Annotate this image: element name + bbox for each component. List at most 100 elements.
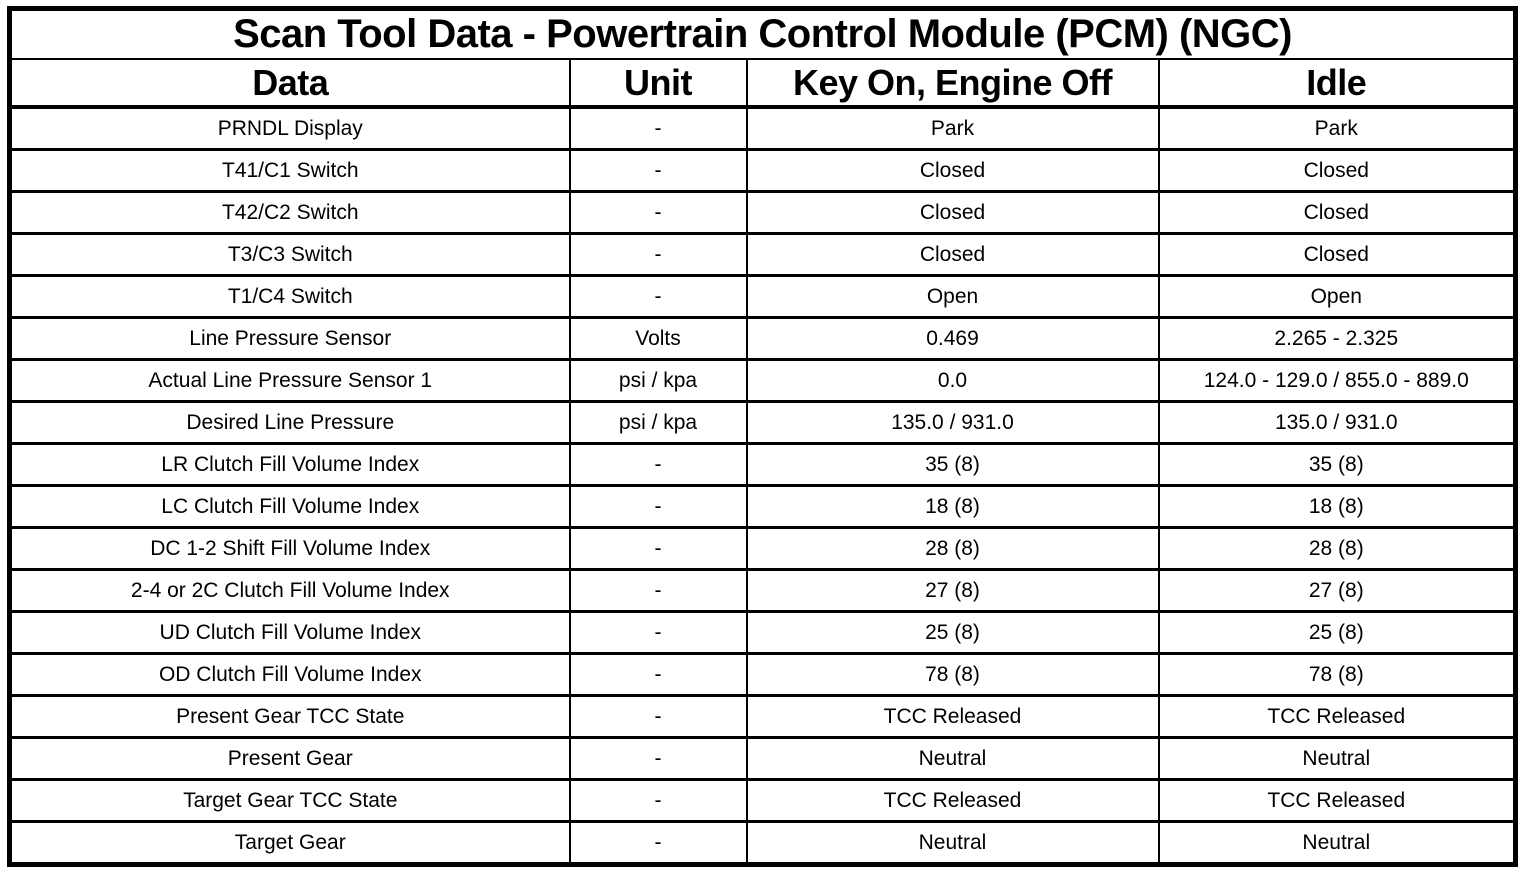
table-cell-data: LR Clutch Fill Volume Index (8, 442, 571, 487)
table-cell-key-on-engine-off: 28 (8) (745, 526, 1160, 571)
table-cell-idle: 28 (8) (1157, 526, 1517, 571)
table-cell-idle: 35 (8) (1157, 442, 1517, 487)
table-cell-unit: - (568, 778, 748, 823)
table-cell-key-on-engine-off: Closed (745, 190, 1160, 235)
table-cell-key-on-engine-off: 0.0 (745, 358, 1160, 403)
table-cell-data: Line Pressure Sensor (8, 316, 571, 361)
table-row: Desired Line Pressure psi / kpa 135.0 / 93… (8, 400, 1517, 445)
table-cell-data: UD Clutch Fill Volume Index (8, 610, 571, 655)
table-title: Scan Tool Data - Powertrain Control Modu… (9, 8, 1516, 60)
table-cell-unit: - (568, 274, 748, 319)
table-cell-idle: 78 (8) (1157, 652, 1517, 697)
table-cell-unit: - (568, 820, 748, 866)
table-cell-idle: 124.0 - 129.0 / 855.0 - 889.0 (1157, 358, 1517, 403)
table-cell-idle: TCC Released (1157, 778, 1517, 823)
table-row: Line Pressure Sensor Volts 0.469 2.265 - 2.… (8, 316, 1517, 361)
table-cell-idle: 25 (8) (1157, 610, 1517, 655)
column-header-idle: Idle (1157, 59, 1517, 109)
table-row: T1/C4 Switch - Open Open (8, 274, 1517, 319)
table-cell-idle: 27 (8) (1157, 568, 1517, 613)
table-cell-data: Target Gear (8, 820, 571, 866)
table-body: PRNDL Display - Park Park T41/C1 Switch - Clos… (8, 105, 1517, 866)
table-cell-idle: TCC Released (1157, 694, 1517, 739)
table-cell-data: Present Gear (8, 736, 571, 781)
table-title-row: Scan Tool Data - Powertrain Control Modu… (9, 8, 1516, 60)
table-cell-key-on-engine-off: 27 (8) (745, 568, 1160, 613)
column-header-unit: Unit (568, 59, 748, 109)
table-cell-key-on-engine-off: Neutral (745, 736, 1160, 781)
table-row: 2-4 or 2C Clutch Fill Volume Index -27 (8… (8, 568, 1517, 613)
table-cell-data: LC Clutch Fill Volume Index (8, 484, 571, 529)
table-cell-idle: Park (1157, 105, 1517, 151)
table-cell-key-on-engine-off: Neutral (745, 820, 1160, 866)
table-cell-data: PRNDL Display (8, 105, 571, 151)
table-cell-unit: - (568, 526, 748, 571)
table-cell-data: Desired Line Pressure (8, 400, 571, 445)
table-row: Present Gear TCC State - TCC Released TCC R… (8, 694, 1517, 739)
table-cell-key-on-engine-off: Closed (745, 148, 1160, 193)
table-cell-key-on-engine-off: Park (745, 105, 1160, 151)
table-cell-key-on-engine-off: 135.0 / 931.0 (745, 400, 1160, 445)
table-cell-data: OD Clutch Fill Volume Index (8, 652, 571, 697)
table-cell-data: T3/C3 Switch (8, 232, 571, 277)
table-cell-unit: - (568, 442, 748, 487)
table-cell-unit: - (568, 736, 748, 781)
table-cell-data: Present Gear TCC State (8, 694, 571, 739)
table-cell-data: Target Gear TCC State (8, 778, 571, 823)
table-row: UD Clutch Fill Volume Index -25 (8) 25 (8) (8, 610, 1517, 655)
table-row: Actual Line Pressure Sensor 1 psi / kpa 0.… (8, 358, 1517, 403)
table-row: T41/C1 Switch - Closed Closed (8, 148, 1517, 193)
table-cell-idle: Open (1157, 274, 1517, 319)
table-cell-unit: - (568, 190, 748, 235)
table-cell-unit: psi / kpa (568, 400, 748, 445)
table-row: Target Gear TCC State - TCC Released TCC Re… (8, 778, 1517, 823)
table-cell-unit: Volts (568, 316, 748, 361)
table-cell-key-on-engine-off: 18 (8) (745, 484, 1160, 529)
table-header-row: Data Unit Key On, Engine Off Idle (8, 59, 1517, 109)
scan-tool-data-table: Scan Tool Data - Powertrain Control Modu… (7, 6, 1519, 867)
table-row: LR Clutch Fill Volume Index -35 (8) 35 (8) (8, 442, 1517, 487)
table-row: T3/C3 Switch - Closed Closed (8, 232, 1517, 277)
table-cell-data: Actual Line Pressure Sensor 1 (8, 358, 571, 403)
table-cell-idle: Closed (1157, 232, 1517, 277)
table-row: T42/C2 Switch - Closed Closed (8, 190, 1517, 235)
table-cell-data: T1/C4 Switch (8, 274, 571, 319)
table-cell-idle: Closed (1157, 148, 1517, 193)
table-cell-unit: - (568, 652, 748, 697)
table-cell-data: 2-4 or 2C Clutch Fill Volume Index (8, 568, 571, 613)
table-row: PRNDL Display - Park Park (8, 105, 1517, 151)
table-cell-unit: - (568, 568, 748, 613)
table-cell-key-on-engine-off: 35 (8) (745, 442, 1160, 487)
table-cell-idle: 18 (8) (1157, 484, 1517, 529)
table-cell-idle: Neutral (1157, 736, 1517, 781)
table-cell-unit: - (568, 105, 748, 151)
table-cell-data: T42/C2 Switch (8, 190, 571, 235)
table-row: LC Clutch Fill Volume Index -18 (8) 18 (8) (8, 484, 1517, 529)
table-row: Present Gear - Neutral Neutral (8, 736, 1517, 781)
table-cell-key-on-engine-off: 25 (8) (745, 610, 1160, 655)
table-cell-key-on-engine-off: 78 (8) (745, 652, 1160, 697)
table-cell-key-on-engine-off: Open (745, 274, 1160, 319)
column-header-key-on-engine-off: Key On, Engine Off (745, 59, 1160, 109)
column-header-data: Data (8, 59, 571, 109)
table-cell-unit: psi / kpa (568, 358, 748, 403)
table-row: DC 1-2 Shift Fill Volume Index -28 (8) 28 … (8, 526, 1517, 571)
table-cell-unit: - (568, 148, 748, 193)
table-cell-idle: Closed (1157, 190, 1517, 235)
table-cell-key-on-engine-off: 0.469 (745, 316, 1160, 361)
table-cell-key-on-engine-off: Closed (745, 232, 1160, 277)
table-cell-data: DC 1-2 Shift Fill Volume Index (8, 526, 571, 571)
table-cell-key-on-engine-off: TCC Released (745, 778, 1160, 823)
table-cell-key-on-engine-off: TCC Released (745, 694, 1160, 739)
table-cell-unit: - (568, 484, 748, 529)
table-cell-idle: 135.0 / 931.0 (1157, 400, 1517, 445)
table-cell-data: T41/C1 Switch (8, 148, 571, 193)
table-cell-unit: - (568, 694, 748, 739)
table-cell-unit: - (568, 610, 748, 655)
table-cell-unit: - (568, 232, 748, 277)
table-cell-idle: 2.265 - 2.325 (1157, 316, 1517, 361)
table-row: OD Clutch Fill Volume Index -78 (8) 78 (8) (8, 652, 1517, 697)
table-row: Target Gear - Neutral Neutral (8, 820, 1517, 866)
table-cell-idle: Neutral (1157, 820, 1517, 866)
